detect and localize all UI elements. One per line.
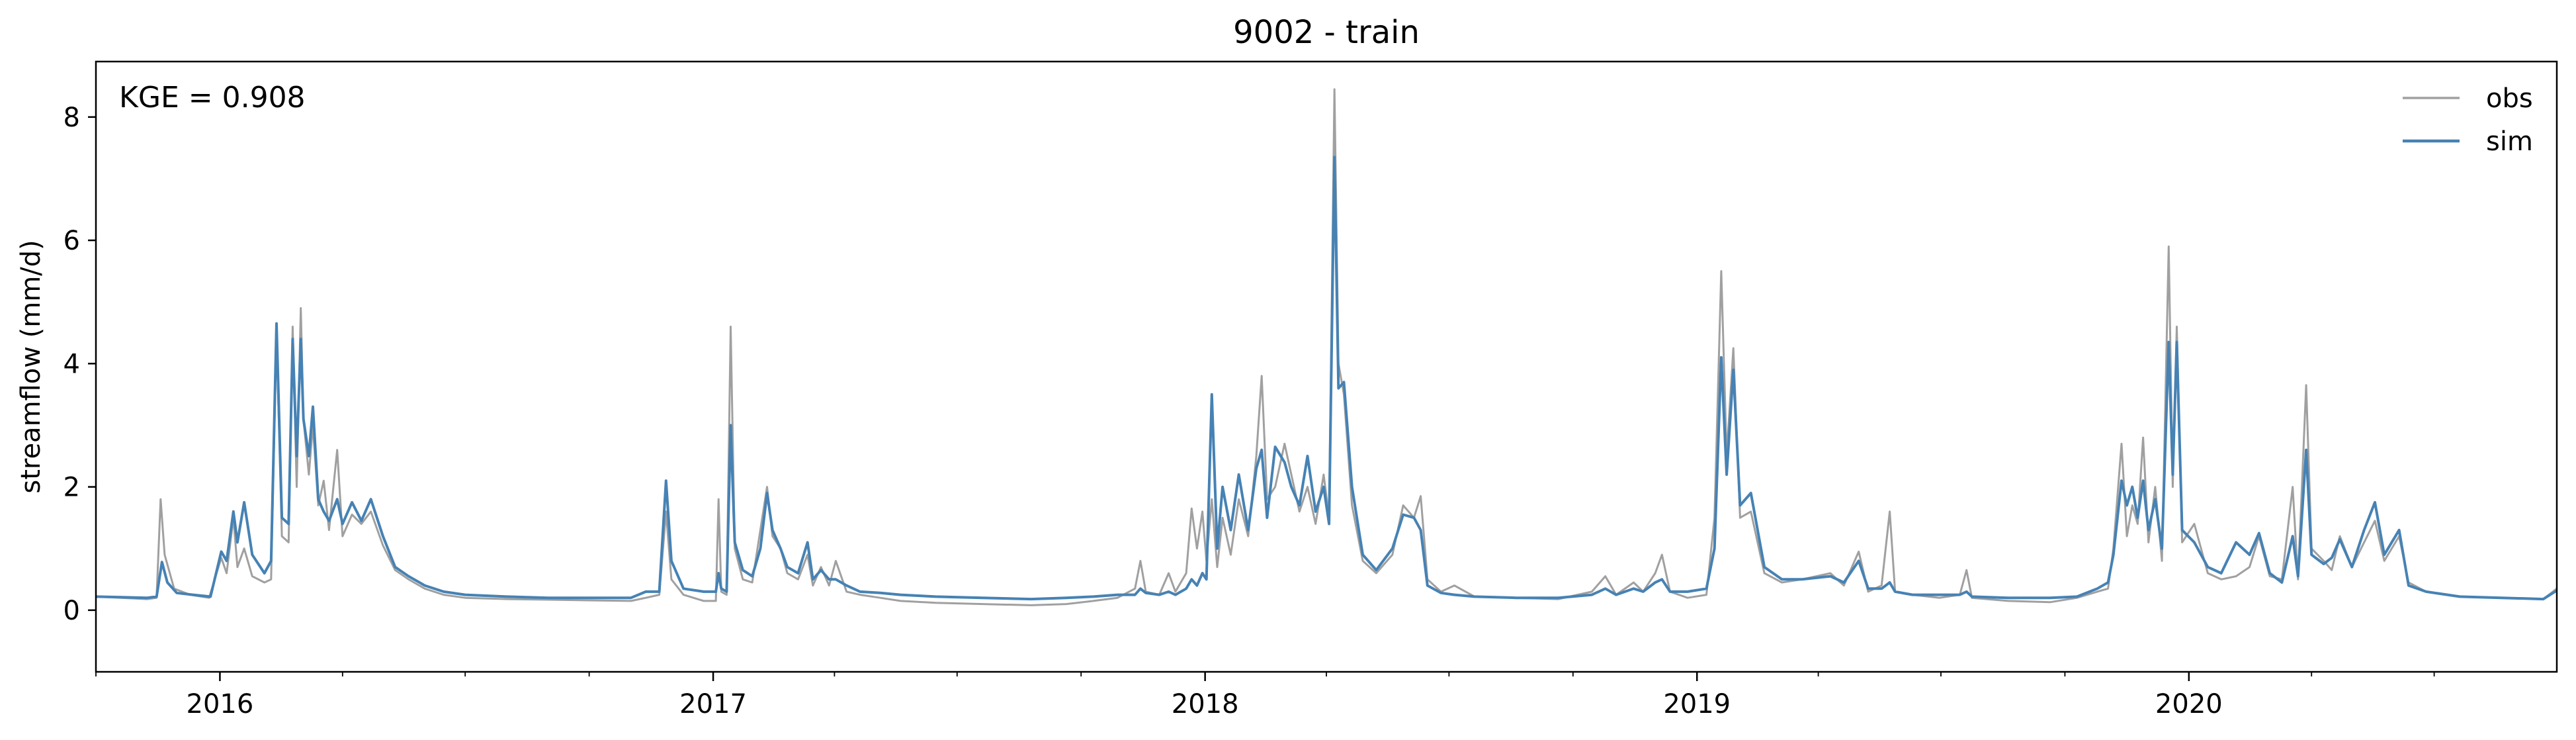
series-line-sim [96, 156, 2557, 601]
y-tick-label: 6 [64, 226, 80, 256]
kge-annotation: KGE = 0.908 [119, 81, 306, 115]
y-tick-label: 8 [64, 103, 80, 133]
y-axis-label: streamflow (mm/d) [16, 240, 46, 493]
x-tick-label: 2019 [1663, 689, 1731, 719]
x-tick-label: 2018 [1172, 689, 1239, 719]
x-tick-label: 2017 [679, 689, 747, 719]
y-tick-label: 0 [64, 596, 80, 626]
y-tick-label: 4 [64, 349, 80, 379]
y-axis: 0 2 4 6 8 [64, 103, 96, 626]
x-axis: 2016 2017 2018 2019 2020 [95, 672, 2435, 719]
legend: obs sim [2403, 83, 2533, 157]
x-tick-label: 2016 [187, 689, 254, 719]
legend-label-obs: obs [2486, 83, 2533, 114]
legend-label-sim: sim [2486, 126, 2533, 157]
x-tick-label: 2020 [2155, 689, 2223, 719]
series-layer [96, 88, 2557, 606]
chart-title: 9002 - train [1233, 14, 1420, 51]
y-tick-label: 2 [64, 473, 80, 503]
